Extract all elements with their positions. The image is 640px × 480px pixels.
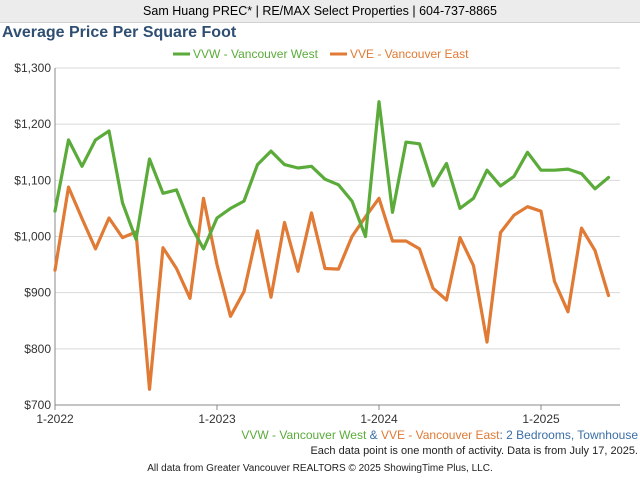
y-tick-label: $1,300 bbox=[14, 61, 51, 75]
y-tick-label: $1,000 bbox=[14, 230, 51, 244]
subtitle-series1: VVW - Vancouver West bbox=[241, 428, 367, 442]
subtitle-rest: : 2 Bedrooms, Townhouse bbox=[499, 428, 638, 442]
header-bar bbox=[0, 0, 640, 23]
chart-title: Average Price Per Square Foot bbox=[2, 24, 237, 41]
grid bbox=[54, 67, 620, 406]
y-axis-ticks: $700 $800 $900 $1,000 $1,100 $1,200 $1,300 bbox=[14, 61, 51, 412]
x-tick-label: 1-2022 bbox=[36, 412, 74, 426]
y-tick-label: $1,200 bbox=[14, 117, 51, 131]
y-tick-label: $800 bbox=[24, 342, 51, 356]
y-tick-label: $700 bbox=[24, 398, 51, 412]
series-line-vvw bbox=[53, 100, 611, 251]
y-tick-label: $1,100 bbox=[14, 173, 51, 187]
y-tick-label: $900 bbox=[24, 286, 51, 300]
legend-label-vvw: VVW - Vancouver West bbox=[193, 47, 319, 61]
series-layer bbox=[53, 100, 611, 391]
x-axis-ticks: 1-2022 1-2023 1-2024 1-2025 bbox=[36, 405, 560, 426]
x-tick-label: 1-2023 bbox=[198, 412, 236, 426]
header-text: Sam Huang PREC* | RE/MAX Select Properti… bbox=[143, 4, 497, 18]
x-tick-label: 1-2024 bbox=[360, 412, 398, 426]
series-line-vve bbox=[53, 185, 611, 391]
subtitle-series2: VVE - Vancouver East bbox=[380, 428, 500, 442]
subtitle-amp: & bbox=[366, 428, 381, 442]
legend: VVW - Vancouver West VVE - Vancouver Eas… bbox=[173, 47, 469, 61]
legend-label-vve: VVE - Vancouver East bbox=[350, 47, 469, 61]
chart-subtitle: VVW - Vancouver West & VVE - Vancouver E… bbox=[241, 428, 638, 442]
x-tick-label: 1-2025 bbox=[522, 412, 560, 426]
footer-credit: All data from Greater Vancouver REALTORS… bbox=[147, 463, 493, 474]
chart-note: Each data point is one month of activity… bbox=[310, 445, 638, 457]
